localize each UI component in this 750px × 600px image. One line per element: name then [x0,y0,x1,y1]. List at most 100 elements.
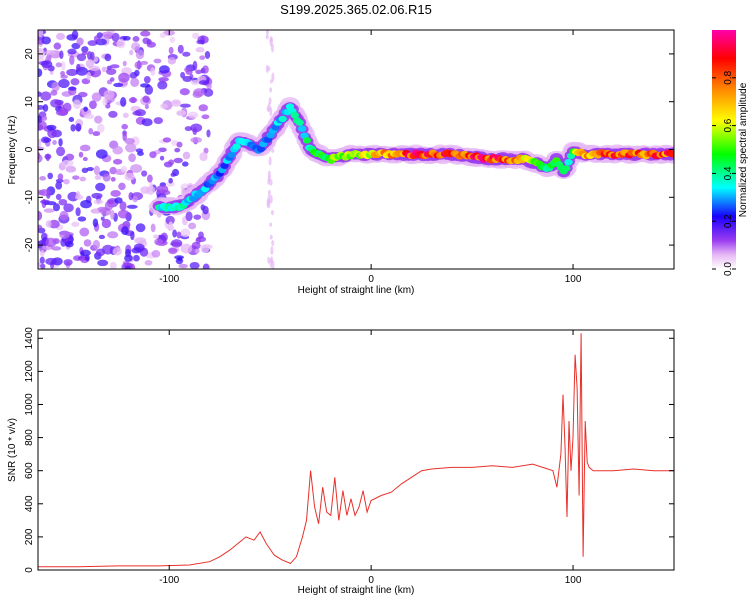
noise-blob [46,124,57,131]
noise-blob [269,87,273,93]
noise-blob [151,249,161,258]
noise-blob [65,165,77,173]
noise-blob [39,256,45,264]
noise-blob [133,243,145,252]
ridge-cell [227,151,236,158]
noise-blob [176,109,187,117]
snr-y-label: SNR (10 * v/v) [7,418,18,482]
noise-blob [170,239,183,248]
noise-blob [165,215,175,225]
noise-blob [202,65,209,74]
noise-blob [87,51,92,60]
x-tick-label: 100 [565,575,582,586]
noise-blob [156,184,169,194]
noise-blob [130,164,143,173]
noise-blob [122,131,127,142]
colorbar-tick-label: 0.2 [723,214,734,228]
noise-blob [79,176,87,182]
noise-blob [38,210,43,221]
noise-blob [199,152,208,162]
y-tick-label: -20 [24,237,35,252]
noise-blob [124,265,131,269]
noise-blob [132,36,140,42]
noise-blob [198,80,210,86]
noise-blob [77,216,87,222]
noise-blob [200,204,206,211]
noise-blob [110,176,116,182]
noise-blob [107,199,115,204]
noise-blob [69,55,75,66]
noise-blob [157,80,168,90]
noise-blob [79,144,91,152]
noise-blob [83,239,92,247]
noise-blob [144,260,153,266]
noise-blob [102,173,111,182]
noise-blob [38,224,43,230]
noise-blob [168,46,174,55]
y-tick-label: 600 [24,462,35,479]
noise-blob [188,222,197,230]
noise-blob [81,167,89,174]
snr-panel: 0 200 400 600 800 1000 1200 1400 -100 0 100 Heigh… [7,327,675,596]
noise-blob [100,216,105,221]
noise-blob [109,261,117,269]
ridge-cell [562,165,571,172]
noise-blob [39,176,47,181]
noise-blob [140,83,151,88]
spectrogram-x-label: Height of straight line (km) [298,285,415,296]
noise-blob [120,165,128,173]
noise-blob [41,60,53,69]
noise-blob [83,106,88,112]
noise-blob [118,72,130,83]
noise-blob [271,148,275,153]
noise-blob [88,100,97,110]
noise-blob [203,147,209,154]
noise-blob [158,147,167,153]
noise-blob [124,172,135,181]
noise-blob [114,197,123,204]
noise-blob [192,32,200,39]
noise-blob [92,218,99,228]
noise-blob [199,55,206,60]
noise-blob [52,140,57,145]
noise-blob [94,115,103,124]
noise-blob [130,77,140,88]
noise-blob [102,244,114,255]
noise-blob [266,198,270,209]
noise-blob [189,261,200,269]
noise-blob [203,88,214,97]
chart-title: S199.2025.365.02.06.R15 [280,2,432,17]
noise-blob [132,110,142,116]
colorbar-label: Normalized spectral amplitude [738,82,749,217]
noise-blob [58,138,63,147]
noise-blob [128,97,138,103]
noise-blob [58,198,68,206]
noise-blob [192,60,198,71]
noise-blob [119,201,127,211]
noise-blob [77,91,88,98]
noise-blob [270,43,274,53]
noise-blob [206,84,212,89]
noise-blob [72,175,80,180]
noise-blob [185,69,193,75]
noise-blob [38,30,44,38]
y-tick-label: 10 [24,96,35,108]
noise-blob [158,77,169,82]
noise-blob [177,44,184,54]
x-tick-label: 100 [565,274,582,285]
noise-blob [112,158,123,165]
noise-blob [84,254,90,262]
noise-blob [195,69,202,75]
noise-blob [134,61,143,69]
noise-blob [39,249,45,257]
noise-blob [153,117,163,125]
noise-blob [65,153,75,161]
noise-blob [182,75,193,82]
noise-blob [177,256,183,262]
noise-blob [270,246,274,256]
y-tick-label: 1000 [24,393,35,416]
spectrogram-y-label: Frequency (Hz) [7,116,18,185]
noise-blob [108,110,118,118]
noise-blob [266,105,270,112]
